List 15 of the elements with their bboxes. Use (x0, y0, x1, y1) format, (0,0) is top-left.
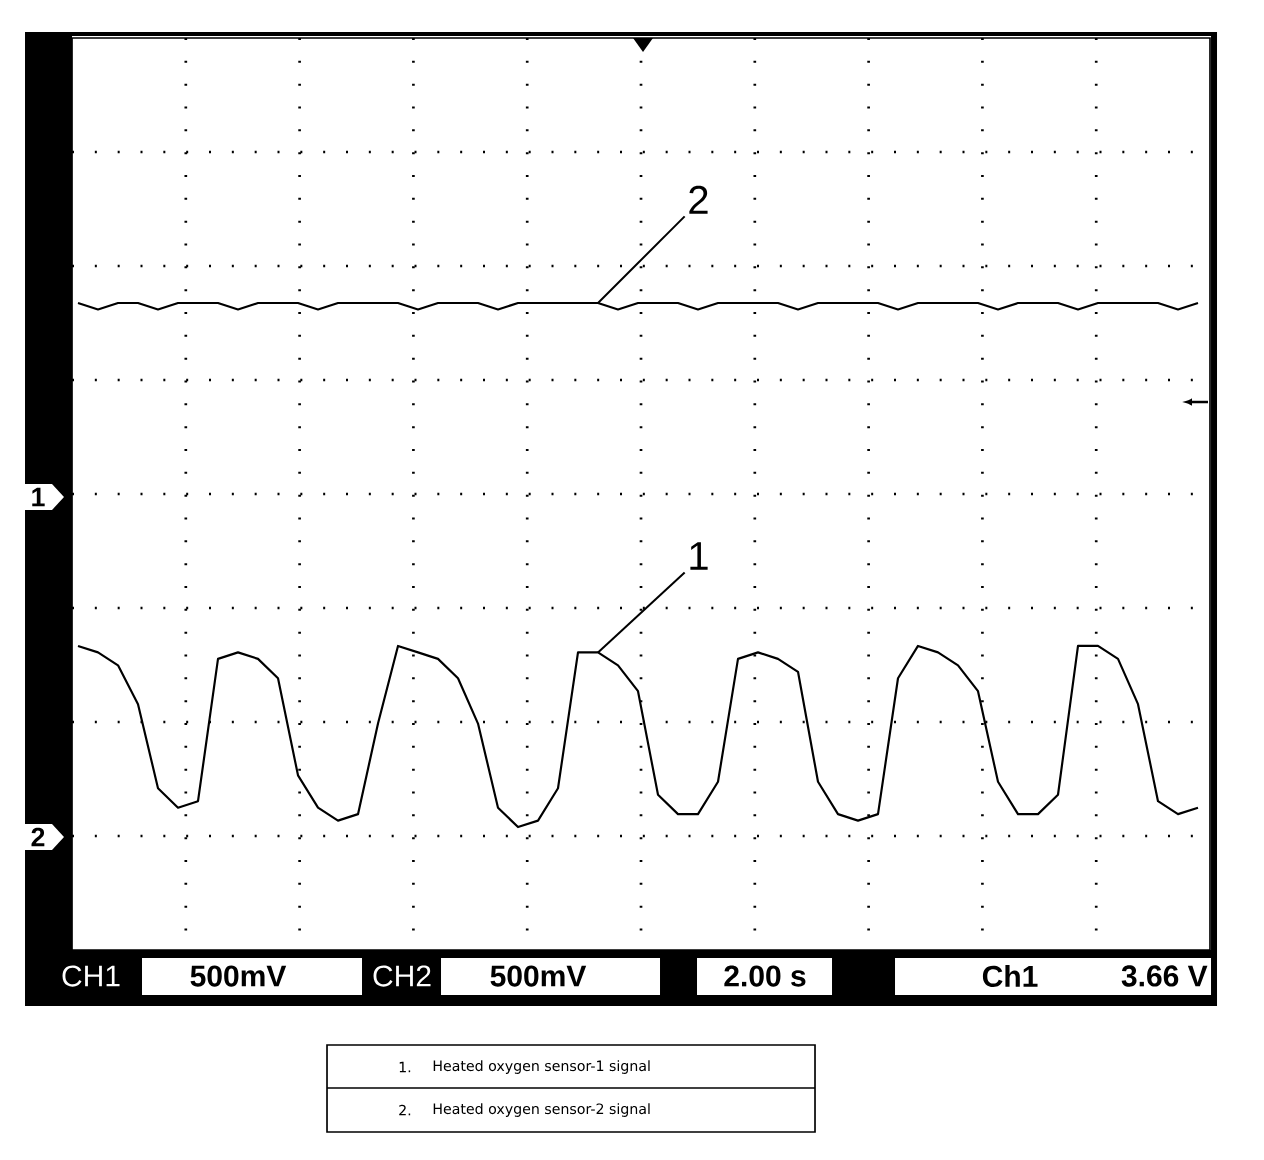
text: CH1 (62, 965, 120, 987)
text: 1. (399, 1061, 411, 1073)
text: 500mV (190, 965, 287, 987)
text: 2. (399, 1104, 411, 1116)
text: 2 (31, 827, 45, 847)
text: 1 (32, 487, 45, 507)
text: Ch1 (982, 964, 1038, 988)
text: CH2 (373, 965, 431, 987)
text: 2.00 s (724, 965, 806, 987)
text: 3.66 V (1121, 965, 1208, 987)
text: 1 (690, 542, 708, 570)
text: 500mV (490, 965, 587, 987)
text: 2 (689, 185, 708, 214)
text: Heated oxygen sensor-2 signal (433, 1103, 650, 1117)
text: Heated oxygen sensor-1 signal (433, 1060, 650, 1074)
